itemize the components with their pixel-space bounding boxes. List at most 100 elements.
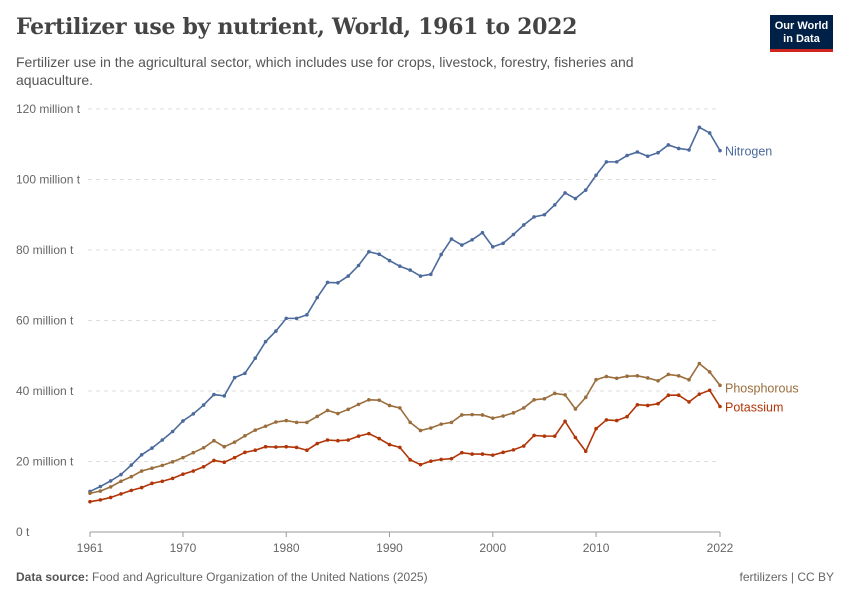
data-point [160, 463, 165, 468]
owid-logo[interactable]: Our World in Data [770, 15, 833, 52]
data-point [119, 479, 123, 484]
data-point [170, 460, 175, 464]
data-point [552, 391, 557, 396]
data-point [263, 339, 268, 344]
data-point [439, 252, 443, 257]
data-point [707, 388, 712, 393]
data-point [718, 404, 722, 409]
data-point [139, 469, 144, 473]
data-point [480, 452, 485, 456]
data-point [604, 418, 609, 422]
data-point [480, 413, 485, 417]
data-point [274, 329, 278, 333]
data-point [88, 499, 92, 504]
data-point [707, 370, 712, 374]
y-tick-label: 40 million t [16, 384, 74, 398]
data-point [160, 479, 165, 484]
data-point [439, 422, 443, 426]
data-point [232, 375, 237, 380]
data-point [222, 444, 227, 449]
data-point [98, 498, 103, 502]
data-point [501, 241, 505, 246]
data-point [325, 408, 330, 413]
data-point [150, 466, 154, 470]
data-point [284, 444, 289, 449]
data-point [439, 457, 443, 462]
data-point [511, 411, 516, 415]
data-point [656, 401, 660, 406]
data-point [201, 445, 206, 450]
data-point [181, 419, 185, 423]
chart-subtitle: Fertilizer use in the agricultural secto… [16, 54, 634, 88]
data-point [119, 492, 123, 496]
x-tick-label: 1970 [170, 541, 197, 555]
data-point [284, 418, 289, 423]
data-point [449, 420, 454, 425]
logo-line1: Our World [774, 20, 829, 32]
data-point [635, 374, 640, 378]
data-point [542, 434, 547, 438]
x-tick-label: 1980 [273, 541, 300, 555]
data-point [552, 203, 557, 207]
series-line-nitrogen [89, 126, 721, 493]
data-point [563, 419, 567, 424]
data-point [377, 436, 381, 441]
data-point [697, 392, 702, 396]
data-point [336, 438, 340, 443]
data-point [460, 450, 464, 455]
data-point [315, 295, 320, 300]
x-tick-label: 2022 [707, 541, 734, 555]
data-point [583, 449, 588, 454]
x-tick-label: 2000 [479, 541, 506, 555]
data-point [449, 456, 454, 461]
data-point [645, 403, 650, 408]
data-point [305, 448, 309, 453]
source-text[interactable]: Food and Agriculture Organization of the… [92, 570, 428, 584]
data-point [398, 264, 402, 269]
data-point [687, 148, 691, 152]
data-point [490, 416, 495, 420]
data-point [191, 412, 196, 416]
data-point [666, 143, 671, 147]
source-label: Data source: [16, 570, 89, 584]
data-point [645, 376, 650, 380]
data-point [191, 450, 196, 455]
data-point [697, 361, 702, 366]
data-point [263, 424, 268, 429]
data-point [253, 448, 258, 453]
data-point [305, 420, 309, 425]
data-point [336, 280, 340, 285]
data-point [398, 406, 402, 410]
data-point [552, 434, 557, 438]
data-point [294, 445, 299, 450]
data-point [253, 356, 258, 361]
license[interactable]: fertilizers | CC BY [739, 570, 834, 584]
data-point [150, 481, 154, 486]
data-point [387, 442, 392, 447]
x-tick-label: 1961 [77, 541, 104, 555]
data-point [108, 485, 113, 489]
data-point [718, 148, 722, 153]
data-point [201, 403, 206, 407]
data-point [346, 274, 350, 278]
data-point [129, 474, 134, 479]
data-point [98, 489, 103, 493]
data-point [532, 398, 536, 402]
data-point [676, 393, 681, 398]
data-point [532, 215, 536, 219]
data-point [212, 458, 216, 463]
data-point [511, 232, 516, 237]
data-point [170, 429, 175, 434]
data-point [253, 428, 258, 432]
data-point [542, 212, 547, 217]
data-point [511, 448, 516, 452]
data-point [88, 491, 92, 496]
data-point [625, 414, 629, 419]
data-point [687, 377, 691, 382]
data-point [232, 440, 237, 444]
data-point [707, 131, 712, 135]
y-tick-label: 20 million t [16, 455, 74, 469]
data-point [325, 280, 330, 285]
data-point [119, 472, 123, 477]
data-point [150, 446, 154, 450]
